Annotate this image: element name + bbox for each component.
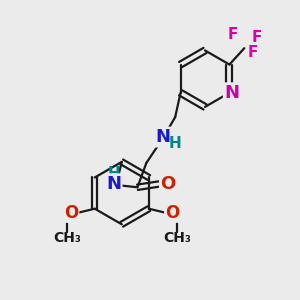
Text: N: N (224, 84, 239, 102)
Text: H: H (107, 166, 120, 181)
Text: N: N (155, 128, 170, 146)
Text: F: F (248, 45, 258, 60)
Text: O: O (165, 204, 180, 222)
Text: N: N (106, 175, 121, 193)
Text: CH₃: CH₃ (163, 230, 191, 244)
Text: F: F (228, 27, 238, 42)
Text: O: O (64, 204, 78, 222)
Text: O: O (160, 175, 176, 193)
Text: H: H (169, 136, 182, 152)
Text: CH₃: CH₃ (53, 230, 81, 244)
Text: F: F (252, 30, 262, 45)
